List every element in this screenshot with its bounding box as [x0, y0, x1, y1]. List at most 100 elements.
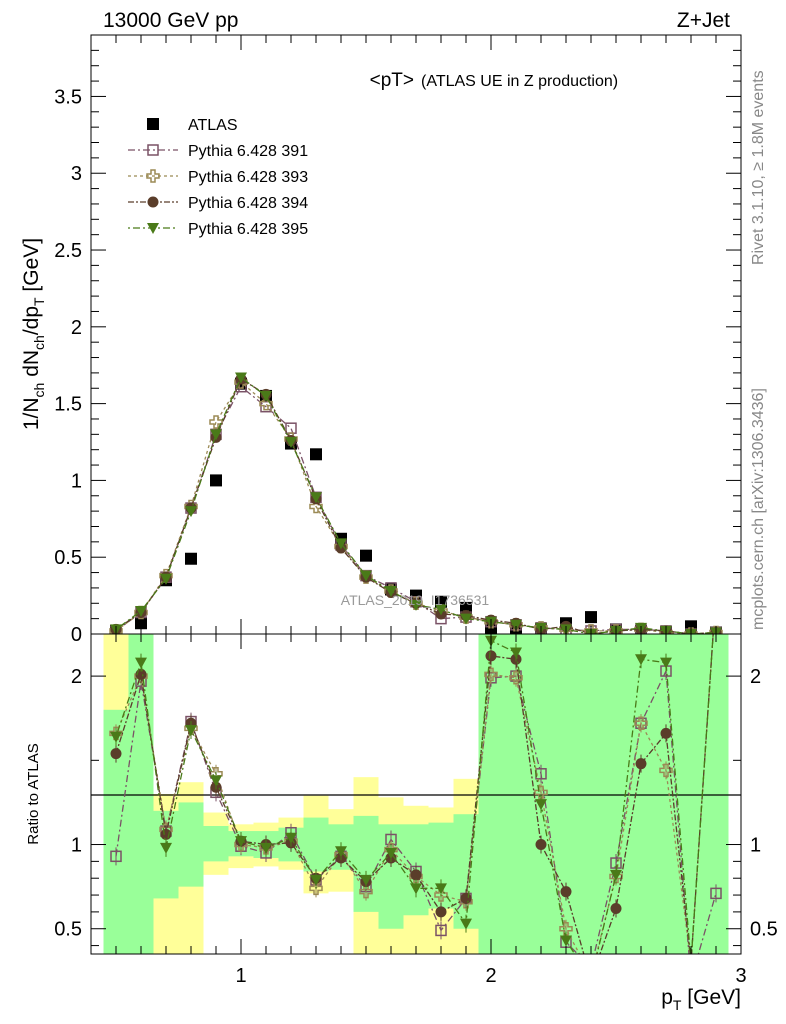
band-green — [553, 634, 579, 954]
ratio-panel: 0.5 0.5 1 1 2 2 1 2 3 Ratio to ATLAS pT [GeV] — [25, 586, 778, 1013]
xtick-label: 2 — [485, 965, 496, 987]
legend-marker — [146, 169, 160, 183]
ratio-point — [160, 842, 172, 854]
main-point — [510, 619, 522, 631]
main-ytick-label: 3.5 — [54, 86, 82, 108]
ratio-point — [210, 775, 222, 787]
ratio-point — [360, 874, 372, 886]
ratio-point — [710, 887, 722, 900]
ratio-point — [110, 850, 122, 863]
main-xticks — [90, 35, 742, 634]
main-ytick-label: 1.5 — [54, 394, 82, 416]
plot-title-sub: (ATLAS UE in Z production) — [421, 73, 618, 90]
ratio-point — [711, 586, 722, 597]
ratio-point — [310, 874, 322, 886]
main-point — [285, 422, 297, 434]
main-point — [585, 611, 597, 624]
main-point — [435, 604, 447, 616]
ratio-point — [585, 974, 597, 985]
ratio-point — [185, 725, 197, 736]
main-ytick-label: 2 — [71, 317, 82, 339]
ratio-point — [586, 974, 597, 985]
ratio-point — [710, 586, 722, 598]
main-point — [460, 613, 472, 625]
ratio-point — [660, 657, 672, 669]
ratio-point — [484, 667, 498, 682]
main-point — [410, 589, 422, 602]
ratio-point — [560, 935, 572, 947]
ratio-point — [686, 957, 697, 968]
main-point — [310, 448, 322, 461]
band-green — [303, 817, 329, 872]
main-point — [209, 415, 223, 429]
ratio-point — [309, 881, 323, 896]
ratio-point — [510, 647, 522, 659]
ratio-point — [460, 918, 472, 930]
main-point — [335, 538, 347, 550]
ratio-point — [385, 847, 397, 859]
ratio-point — [110, 748, 122, 760]
main-ylabel: 1/Nch dNch/dpT [GeV] — [20, 238, 47, 430]
band-green — [678, 634, 704, 954]
legend-marker — [147, 196, 159, 208]
legend-label: ATLAS — [188, 117, 238, 134]
main-point — [360, 549, 372, 562]
ratio-point — [635, 654, 647, 666]
mcplots-label: mcplots.cern.ch [arXiv:1306.3436] — [750, 388, 767, 630]
main-point — [210, 429, 222, 441]
ratio-ytick-label: 0.5 — [54, 919, 82, 941]
main-point — [460, 601, 472, 614]
ratio-point — [659, 763, 673, 778]
xtick-label: 1 — [235, 965, 246, 987]
main-ytick-label: 0 — [71, 624, 82, 646]
ratio-marks — [109, 586, 722, 985]
legend-label: Pythia 6.428 395 — [188, 221, 308, 238]
legend: ATLAS Pythia 6.428 391 Pythia 6.428 393 Pyt… — [128, 117, 308, 238]
main-ytick-label: 3 — [71, 163, 82, 185]
legend-label: Pythia 6.428 391 — [188, 143, 308, 160]
legend-marker — [147, 144, 159, 156]
ratio-ytick-label-right: 1 — [750, 835, 761, 857]
ratio-point — [260, 842, 272, 854]
plot-title-main: <pT> — [370, 70, 414, 91]
main-ytick-label: 0.5 — [54, 547, 82, 569]
ratio-ytick-label: 1 — [71, 835, 82, 857]
main-panel: 0 0.5 1 1.5 2 2.5 3 3.5 <pT> (ATLAS UE in Z pro… — [20, 34, 742, 646]
main-ytick-label: 2.5 — [54, 240, 82, 262]
ratio-point — [710, 587, 722, 598]
main-ytick-label: 1 — [71, 470, 82, 492]
rivet-label: Rivet 3.1.10, ≥ 1.8M events — [750, 70, 767, 265]
ratio-point — [410, 869, 422, 881]
ratio-point — [460, 892, 472, 904]
ratio-point — [610, 903, 622, 915]
legend-label: Pythia 6.428 394 — [188, 195, 308, 212]
legend-label: Pythia 6.428 393 — [188, 169, 308, 186]
ratio-point — [135, 657, 147, 669]
ratio-bands — [103, 634, 729, 954]
ratio-ylabel: Ratio to ATLAS — [25, 743, 42, 844]
xlabel: pT [GeV] — [661, 986, 741, 1013]
ratio-point — [559, 921, 573, 936]
ratio-point — [110, 731, 122, 743]
band-green — [653, 634, 679, 954]
main-point — [285, 437, 297, 449]
header-right: Z+Jet — [677, 9, 730, 32]
ratio-point — [160, 828, 172, 840]
legend-marker — [147, 223, 159, 234]
band-green — [503, 634, 529, 954]
ratio-point — [285, 832, 297, 844]
band-green — [178, 802, 204, 887]
ratio-ytick-label-right: 0.5 — [750, 919, 778, 941]
ratio-point — [635, 758, 647, 770]
ratio-point — [359, 884, 373, 899]
ratio-point — [586, 962, 596, 972]
ratio-point — [685, 957, 697, 968]
main-point — [135, 605, 147, 617]
ratio-yticks: 0.5 0.5 1 1 2 2 — [54, 666, 778, 947]
ratio-point — [235, 836, 247, 848]
band-green — [203, 826, 229, 862]
ratio-point — [686, 974, 696, 984]
main-point — [210, 474, 222, 487]
band-green — [628, 634, 654, 954]
ratio-point — [560, 886, 572, 898]
